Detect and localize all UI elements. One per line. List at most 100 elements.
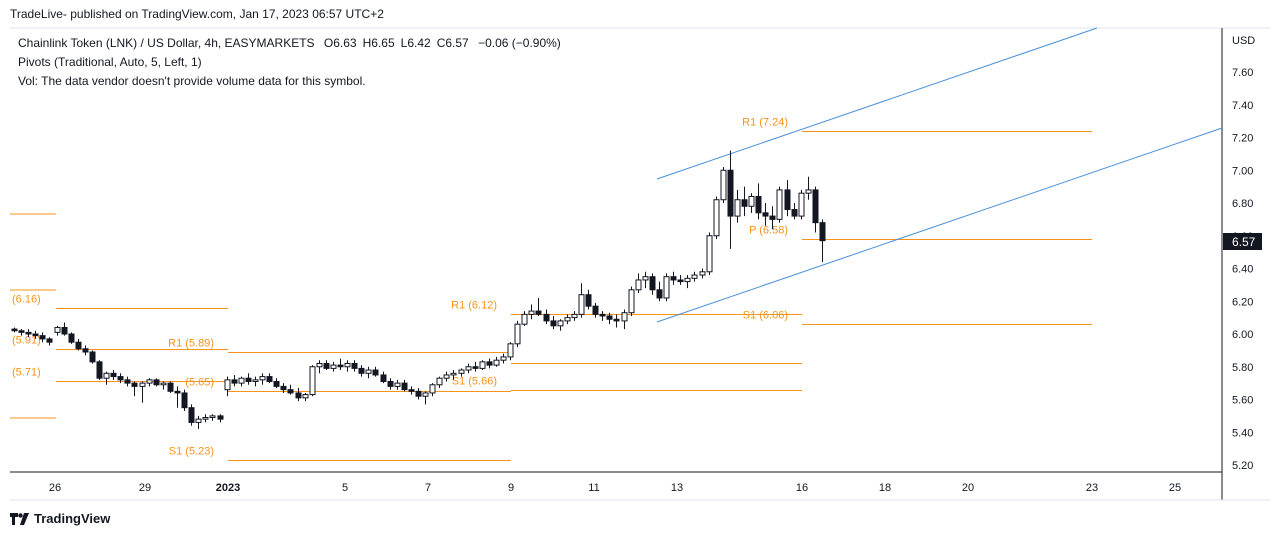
time-tick-label: 23 (1086, 482, 1098, 494)
candle-body (25, 331, 32, 335)
candle-body (458, 369, 465, 374)
ohlc-l: L6.42 (400, 36, 431, 50)
tradingview-brand-text: TradingView (34, 511, 111, 526)
candle-body (727, 169, 734, 217)
time-tick-label: 20 (962, 482, 974, 494)
candle-body (713, 199, 720, 237)
ohlc-h: H6.65 (362, 36, 395, 50)
candle-body (649, 276, 656, 291)
time-axis[interactable]: 26 29 2023 5 7 9 11 13 16 18 20 23 25 (49, 482, 1181, 494)
price-tick-label: 5.80 (1232, 362, 1253, 374)
candle-body (295, 392, 302, 399)
candle-body (39, 335, 46, 340)
pivot-label: S1 (5.66) (452, 376, 497, 388)
candle-body (599, 313, 606, 317)
pivot-label: (6.16) (12, 294, 41, 306)
time-tick-label: 16 (796, 482, 808, 494)
price-tick-label: 7.60 (1232, 67, 1253, 79)
pivot-label: (5.71) (12, 367, 41, 379)
candle-body (784, 189, 791, 211)
candle-body (181, 392, 188, 409)
price-tick-label: 6.20 (1232, 296, 1253, 308)
candle-body (663, 276, 670, 299)
pivots-indicator-row[interactable]: Pivots (Traditional, Auto, 5, Left, 1) (18, 55, 202, 69)
candle-body (670, 276, 677, 281)
time-tick-label: 25 (1169, 482, 1181, 494)
candle-body (443, 374, 450, 379)
candle-body (316, 362, 323, 368)
candle-body (734, 199, 741, 217)
price-tick-label: 6.00 (1232, 329, 1253, 341)
ohlc-values: O6.63 H6.65 L6.42 C6.57 (318, 36, 469, 50)
candle-body (578, 294, 585, 315)
candle-body (131, 382, 138, 387)
price-axis[interactable]: USD 7.607.407.207.006.806.606.406.206.00… (1232, 35, 1255, 472)
tradingview-brand[interactable]: TradingView (10, 511, 110, 526)
candle-body (613, 318, 620, 322)
candle-body (415, 390, 422, 397)
channel-lines[interactable] (656, 27, 1223, 323)
candle-body (323, 362, 330, 369)
candle-body (153, 379, 160, 386)
candle-body (75, 341, 82, 350)
symbol-legend-row[interactable]: Chainlink Token (LNK) / US Dollar, 4h, E… (18, 34, 561, 53)
candle-body (195, 418, 202, 423)
candle-body (358, 367, 365, 374)
channel-lower-line[interactable] (656, 127, 1223, 323)
time-tick-label: 7 (425, 482, 431, 494)
candle-body (11, 328, 18, 332)
candle-body (606, 315, 613, 320)
candle-body (337, 364, 344, 368)
volume-indicator-row[interactable]: Vol: The data vendor doesn't provide vol… (18, 74, 366, 88)
pivot-lines: (6.16) (5.91) (5.71) R1 (5.89) (5.65) S1 (5.2… (10, 117, 1092, 461)
candles (11, 150, 826, 429)
channel-upper-line[interactable] (656, 27, 1098, 180)
time-tick-label: 2023 (216, 482, 240, 494)
candle-body (252, 379, 259, 382)
candle-body (776, 189, 783, 220)
current-price-text: 6.57 (1232, 235, 1256, 249)
candle-body (209, 415, 216, 419)
candle-body (535, 310, 542, 315)
currency-label: USD (1232, 35, 1255, 47)
candle-body (238, 377, 245, 384)
candle-body (550, 320, 557, 327)
candle-body (812, 189, 819, 224)
tradingview-logo-icon (10, 512, 29, 525)
candle-body (394, 382, 401, 387)
candle-body (798, 192, 805, 217)
ohlc-o: O6.63 (323, 36, 357, 50)
symbol-title[interactable]: Chainlink Token (LNK) / US Dollar, 4h, E… (18, 36, 315, 50)
price-tick-label: 6.80 (1232, 198, 1253, 210)
time-tick-label: 5 (342, 482, 348, 494)
pivot-label: R1 (6.12) (451, 300, 497, 312)
pivot-label: S1 (5.23) (169, 446, 214, 458)
candle-body (621, 312, 628, 322)
price-tick-label: 5.60 (1232, 395, 1253, 407)
candle-body (280, 385, 287, 391)
candle-body (46, 338, 53, 343)
candle-body (486, 361, 493, 366)
candle-body (18, 330, 25, 333)
candle-body (146, 379, 153, 384)
candle-body (217, 415, 224, 420)
candle-body (117, 376, 124, 381)
candle-body (628, 289, 635, 314)
candle-body (769, 215, 776, 220)
candle-body (351, 362, 358, 369)
candle-body (124, 379, 131, 384)
price-tick-label: 7.20 (1232, 133, 1253, 145)
candle-body (635, 279, 642, 291)
candle-body (330, 364, 337, 369)
candle-body (500, 356, 507, 361)
candle-body (429, 384, 436, 394)
ohlc-c: C6.57 (436, 36, 469, 50)
chart-legend: Chainlink Token (LNK) / US Dollar, 4h, E… (18, 34, 561, 91)
time-tick-label: 13 (671, 482, 683, 494)
current-price-badge (1223, 233, 1262, 250)
candle-body (557, 320, 564, 327)
candle-body (273, 380, 280, 387)
candle-body (54, 326, 61, 333)
candle-body (691, 274, 698, 279)
